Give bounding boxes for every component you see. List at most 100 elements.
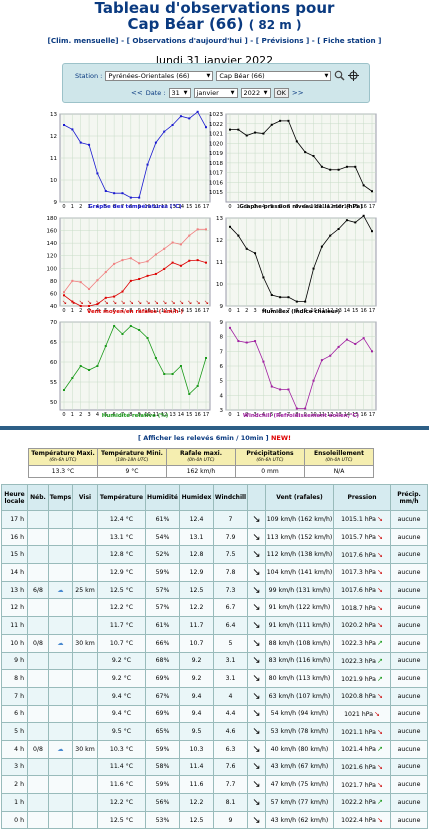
ok-button[interactable]: OK (273, 88, 289, 98)
cloud-icon: ☁ (48, 580, 73, 600)
x-tick-label: 4 (262, 204, 265, 210)
table-row: 5 h 9.5 °C 65% 9.5 4.6 ↘ 53 km/h (78 km/h) 1021… (1, 722, 428, 741)
x-tick-label: 1 (71, 412, 74, 418)
precip-cell: aucune (390, 739, 428, 759)
x-tick-label: 1 (237, 204, 240, 210)
table-row: 2 h 11.6 °C 59% 11.6 7.7 ↘ 47 km/h (75 km/h) 10… (1, 775, 428, 794)
y-tick-label: 10 (216, 282, 223, 288)
precip-cell: aucune (390, 563, 428, 582)
x-tick-label: 13 (335, 204, 341, 210)
trend-up-icon: ↗ (376, 745, 383, 754)
nebulosity-cell (27, 686, 49, 706)
x-tick-label: 8 (295, 308, 298, 314)
region-select[interactable]: Pyrénées-Orientales (66) ▼ (105, 70, 214, 81)
table-row: 15 h 12.8 °C 52% 12.8 7.5 ↘ 112 km/h (138 km/h… (1, 545, 428, 565)
x-tick-label: 14 (344, 412, 350, 418)
weather-cell (48, 810, 73, 829)
y-tick-label: 6 (220, 364, 224, 370)
column-header: Température (97, 484, 146, 511)
next-day-link[interactable]: >> (291, 89, 304, 97)
temperature-cell: 13.1 °C (97, 527, 146, 547)
summary-value: 162 km/h (166, 465, 236, 478)
y-tick-label: 180 (47, 216, 58, 222)
pressure-cell: 1017.6 hPa↘ (333, 545, 391, 565)
data-point (196, 259, 199, 262)
data-point (63, 294, 65, 297)
prev-day-link[interactable]: << (131, 89, 143, 97)
table-row: 0 h 12.5 °C 53% 12.5 9 ↘ 43 km/h (62 km/h) 1022… (1, 810, 428, 829)
data-point (79, 281, 82, 284)
x-tick-label: 17 (369, 412, 375, 418)
data-point (345, 219, 348, 222)
data-point (63, 291, 65, 294)
chevron-down-icon: ▼ (263, 90, 268, 96)
y-tick-label: 3 (220, 408, 224, 414)
y-tick-label: 13 (50, 112, 57, 118)
visibility-cell (72, 757, 98, 777)
nav-links[interactable]: [Clim. mensuelle] - [ Observations d'auj… (47, 36, 382, 45)
wind-cell: 113 km/h (152 km/h) (265, 527, 334, 547)
x-tick-label: 15 (352, 204, 358, 210)
table-row: 8 h 9.2 °C 69% 9.2 3.1 ↘ 80 km/h (113 km/h) 102… (1, 669, 428, 688)
releves-link[interactable]: [ Afficher les relevés 6min / 10min ] NE… (0, 434, 429, 442)
data-point (371, 190, 373, 193)
data-point (270, 385, 273, 388)
data-point (154, 141, 157, 144)
x-tick-label: 5 (104, 412, 107, 418)
hour-cell: 3 h (1, 757, 28, 777)
x-tick-label: 4 (96, 308, 99, 314)
data-point (113, 192, 116, 195)
pressure-cell: 1020.8 hPa↘ (333, 686, 391, 706)
month-select[interactable]: janvier ▼ (193, 88, 238, 98)
humidex-cell: 9.2 (179, 651, 214, 671)
nebulosity-cell (27, 598, 49, 618)
humidity-cell: 59% (145, 563, 180, 582)
x-tick-label: 14 (178, 204, 184, 210)
y-tick-label: 9 (220, 304, 224, 310)
data-point (163, 267, 166, 270)
nebulosity-cell (27, 616, 49, 635)
table-row: 11 h 11.7 °C 61% 11.7 6.4 ↘ 91 km/h (111 km/h)… (1, 616, 428, 635)
chart-plot-area (59, 321, 211, 411)
x-tick-label: 3 (87, 204, 90, 210)
y-tick-label: 100 (47, 266, 58, 272)
search-icon[interactable] (334, 70, 345, 81)
data-point (138, 277, 141, 280)
trend-down-icon: ↘ (376, 550, 383, 559)
data-point (96, 365, 99, 367)
data-point (279, 388, 282, 391)
y-tick-label: 9 (54, 200, 58, 206)
x-tick-label: 6 (279, 308, 282, 314)
station-altitude: ( 82 m ) (248, 18, 302, 32)
y-tick-label: 4 (220, 393, 224, 399)
data-point (163, 247, 166, 250)
windchill-cell: 8.1 (213, 793, 248, 812)
summary-header: Précipitations (6h-6h UTC) (235, 448, 305, 466)
x-tick-label: 3 (253, 308, 256, 314)
windchill-cell: 7.5 (213, 545, 248, 565)
releves-text[interactable]: [ Afficher les relevés 6min / 10min ] (138, 434, 269, 442)
wind-direction-icon: ↘ (247, 580, 266, 600)
x-tick-label: 2 (245, 412, 248, 418)
crosshair-icon[interactable] (348, 70, 360, 81)
station-label: Station : (75, 71, 103, 80)
day-select[interactable]: 31 ▼ (168, 88, 191, 98)
data-point (262, 132, 265, 135)
x-tick-label: 7 (287, 204, 290, 210)
precip-cell: aucune (390, 669, 428, 688)
data-point (320, 359, 323, 362)
year-select[interactable]: 2022 ▼ (240, 88, 271, 98)
data-point (129, 279, 132, 282)
wind-arrow-icon: ↘ (95, 299, 100, 306)
column-header: Windchill (213, 484, 248, 511)
humidity-cell: 61% (145, 510, 180, 529)
nebulosity-cell (27, 669, 49, 688)
x-tick-label: 9 (138, 308, 141, 314)
precip-cell: aucune (390, 633, 428, 653)
trend-down-icon: ↘ (376, 533, 383, 542)
station-select[interactable]: Cap Béar (66) ▼ (216, 70, 332, 81)
column-header: Vent (rafales) (265, 484, 334, 511)
column-header: Précip. mm/h (390, 484, 428, 511)
chevron-down-icon: ▼ (230, 90, 235, 96)
visibility-cell: 30 km (72, 633, 98, 653)
